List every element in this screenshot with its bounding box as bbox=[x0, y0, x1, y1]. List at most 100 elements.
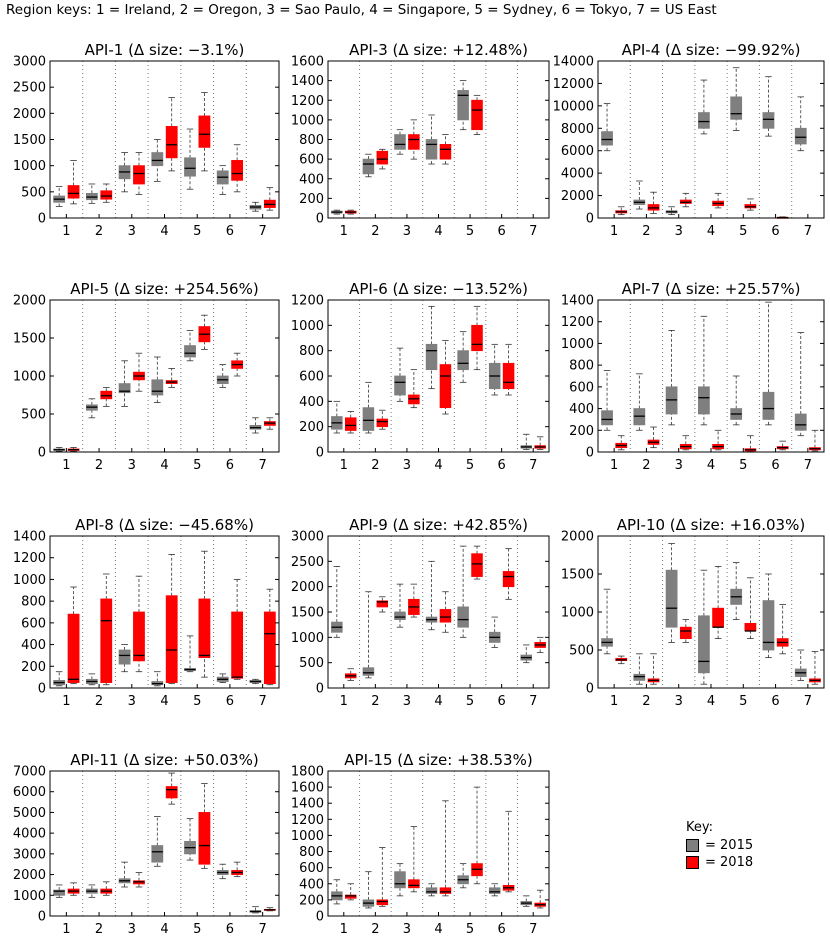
box-iqr bbox=[67, 613, 80, 683]
box-2015-3 bbox=[118, 152, 131, 193]
box-2015-4 bbox=[425, 114, 438, 165]
y-tick-label: 1000 bbox=[291, 113, 324, 128]
box-iqr bbox=[439, 144, 452, 160]
box-2015-6 bbox=[488, 343, 501, 396]
y-tick-label: 3000 bbox=[13, 847, 46, 862]
x-tick-label: 4 bbox=[707, 458, 715, 473]
box-iqr bbox=[100, 390, 113, 400]
box-2015-2 bbox=[85, 884, 98, 898]
box-2015-4 bbox=[151, 356, 164, 404]
plot-frame bbox=[49, 770, 280, 917]
box-2018-2 bbox=[100, 881, 113, 896]
box-2018-5 bbox=[198, 314, 211, 350]
y-tick-label: 3000 bbox=[13, 55, 46, 70]
x-tick-label: 5 bbox=[739, 694, 747, 709]
y-tick-label: 800 bbox=[299, 845, 324, 860]
box-iqr bbox=[730, 96, 743, 120]
plot-frame bbox=[327, 299, 550, 453]
box-iqr bbox=[231, 160, 244, 181]
box-2018-2 bbox=[376, 596, 389, 613]
x-tick-label: 3 bbox=[403, 224, 411, 239]
box-2018-7 bbox=[534, 436, 546, 450]
y-tick-label: 5000 bbox=[13, 806, 46, 821]
x-tick-label: 1 bbox=[610, 224, 618, 239]
box-2015-2 bbox=[362, 381, 375, 434]
box-iqr bbox=[133, 165, 145, 185]
box-iqr bbox=[601, 410, 613, 426]
box-2018-5 bbox=[744, 198, 757, 211]
x-tick-label: 5 bbox=[466, 458, 474, 473]
y-tick-label: 800 bbox=[299, 344, 324, 359]
y-tick-label: 1600 bbox=[291, 55, 324, 70]
box-iqr bbox=[439, 364, 452, 409]
box-2015-1 bbox=[53, 671, 66, 687]
box-2015-4 bbox=[698, 569, 710, 685]
y-tick-label: 2000 bbox=[13, 868, 46, 883]
box-2015-1 bbox=[601, 370, 613, 431]
y-tick-label: 1400 bbox=[13, 530, 46, 545]
box-iqr bbox=[408, 879, 420, 889]
x-tick-label: 6 bbox=[771, 224, 779, 239]
box-iqr bbox=[165, 786, 178, 799]
y-tick-label: 0 bbox=[316, 446, 324, 461]
box-2018-7 bbox=[263, 588, 276, 686]
x-tick-label: 2 bbox=[371, 458, 379, 473]
box-2015-1 bbox=[331, 566, 343, 638]
chart-title: API-10 (Δ size: +16.03%) bbox=[617, 516, 805, 534]
y-tick-label: 10000 bbox=[553, 99, 594, 114]
box-iqr bbox=[471, 553, 483, 577]
box-2018-4 bbox=[712, 566, 724, 639]
box-iqr bbox=[471, 99, 483, 131]
x-tick-label: 2 bbox=[642, 694, 650, 709]
y-tick-label: 400 bbox=[21, 638, 46, 653]
box-2018-1 bbox=[67, 447, 80, 452]
y-tick-label: 400 bbox=[569, 402, 594, 417]
y-tick-label: 200 bbox=[299, 893, 324, 908]
x-tick-label: 7 bbox=[804, 694, 812, 709]
y-tick-label: 8000 bbox=[561, 122, 594, 137]
x-tick-label: 1 bbox=[340, 922, 348, 937]
y-tick-label: 0 bbox=[586, 212, 594, 227]
box-2015-2 bbox=[85, 183, 98, 204]
box-iqr bbox=[679, 626, 692, 640]
x-tick-label: 5 bbox=[193, 224, 201, 239]
box-2018-4 bbox=[712, 192, 724, 209]
box-2018-6 bbox=[502, 548, 515, 600]
box-2015-4 bbox=[698, 79, 710, 135]
x-tick-label: 4 bbox=[707, 224, 715, 239]
chart-title: API-9 (Δ size: +42.85%) bbox=[349, 516, 528, 534]
y-tick-label: 600 bbox=[569, 380, 594, 395]
x-tick-label: 6 bbox=[226, 224, 234, 239]
box-2015-5 bbox=[184, 329, 196, 362]
y-tick-label: 0 bbox=[586, 446, 594, 461]
y-tick-label: 1200 bbox=[13, 551, 46, 566]
box-iqr bbox=[744, 623, 757, 632]
box-2018-7 bbox=[263, 417, 276, 430]
box-iqr bbox=[425, 887, 438, 894]
box-2015-1 bbox=[331, 879, 343, 905]
box-2018-1 bbox=[67, 586, 80, 685]
box-2015-2 bbox=[362, 591, 375, 679]
box-2015-1 bbox=[53, 447, 66, 452]
y-tick-label: 600 bbox=[299, 153, 324, 168]
box-2015-3 bbox=[394, 129, 406, 155]
box-2018-1 bbox=[615, 655, 628, 665]
x-tick-label: 7 bbox=[259, 922, 267, 937]
box-2015-7 bbox=[794, 96, 807, 152]
x-tick-label: 3 bbox=[128, 458, 136, 473]
x-tick-label: 2 bbox=[642, 458, 650, 473]
box-iqr bbox=[376, 899, 389, 906]
y-tick-label: 800 bbox=[569, 359, 594, 374]
box-iqr bbox=[394, 134, 406, 150]
box-2015-1 bbox=[601, 588, 613, 655]
x-tick-label: 5 bbox=[193, 458, 201, 473]
chart-panel-1: 0 500 1000 1500 2000 2500 3000 1 2 3 4 5 6 7 API-1 (Δ … bbox=[13, 41, 280, 239]
plot-frame bbox=[597, 535, 825, 689]
box-iqr bbox=[344, 417, 357, 431]
box-2015-7 bbox=[794, 649, 807, 681]
y-tick-label: 2500 bbox=[291, 555, 324, 570]
y-tick-label: 6000 bbox=[561, 144, 594, 159]
plot-frame bbox=[327, 770, 550, 917]
x-tick-label: 6 bbox=[498, 224, 506, 239]
